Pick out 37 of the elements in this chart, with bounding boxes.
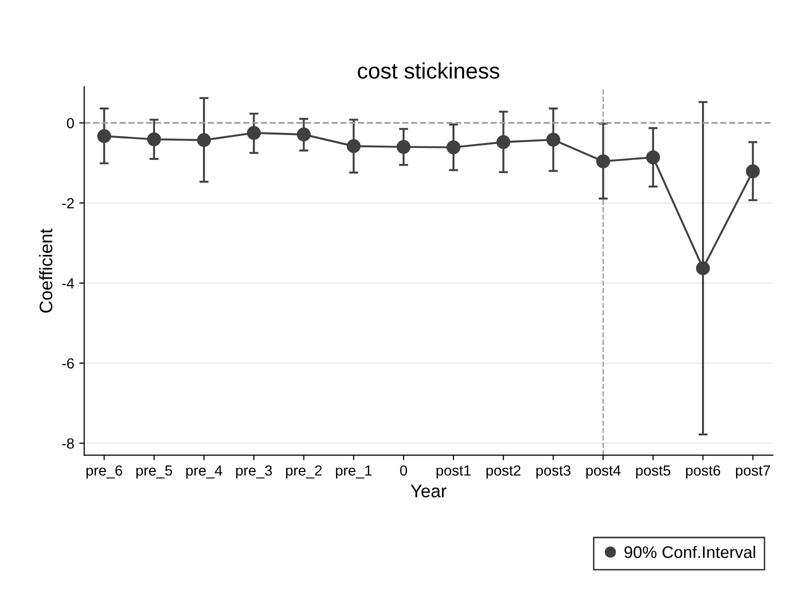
point <box>696 261 710 276</box>
point <box>646 150 660 164</box>
x-tick-label: pre_5 <box>136 466 172 479</box>
x-tick-label: pre_3 <box>236 465 272 479</box>
point <box>97 129 112 144</box>
x-tick-label: pre_6 <box>86 465 122 479</box>
y-tick-label: 0 <box>66 118 74 128</box>
point <box>197 133 211 148</box>
point <box>296 128 311 142</box>
x-tick-label: post7 <box>736 466 770 479</box>
point <box>346 139 361 154</box>
y-tick-label: -4 <box>62 278 74 288</box>
y-tick-label: -6 <box>62 358 74 369</box>
point <box>446 140 460 154</box>
point <box>396 140 411 154</box>
x-tick-label: post4 <box>586 466 621 479</box>
x-tick-label: pre_4 <box>186 466 222 479</box>
x-tick-label: 0 <box>400 465 408 476</box>
x-tick-label: post2 <box>486 465 520 479</box>
y-tick-label: -8 <box>62 438 74 449</box>
x-tick-label: post3 <box>536 465 570 479</box>
x-tick-label: pre_2 <box>286 465 322 479</box>
chart-title: cost stickiness <box>358 62 500 79</box>
x-tick-label: post1 <box>436 466 471 479</box>
y-tick-label: -2 <box>62 198 74 208</box>
x-tick-label: pre_1 <box>336 466 372 479</box>
point <box>246 126 261 140</box>
x-axis-title: Year <box>410 484 446 498</box>
legend-label: 90% Conf.Interval <box>624 546 756 558</box>
point <box>496 135 510 150</box>
point <box>746 164 760 178</box>
x-tick-label: post6 <box>686 465 720 479</box>
point <box>147 132 162 146</box>
point <box>596 154 610 168</box>
point <box>546 132 560 147</box>
x-tick-label: post5 <box>636 466 670 479</box>
y-axis-title: Coefficient <box>39 228 52 313</box>
